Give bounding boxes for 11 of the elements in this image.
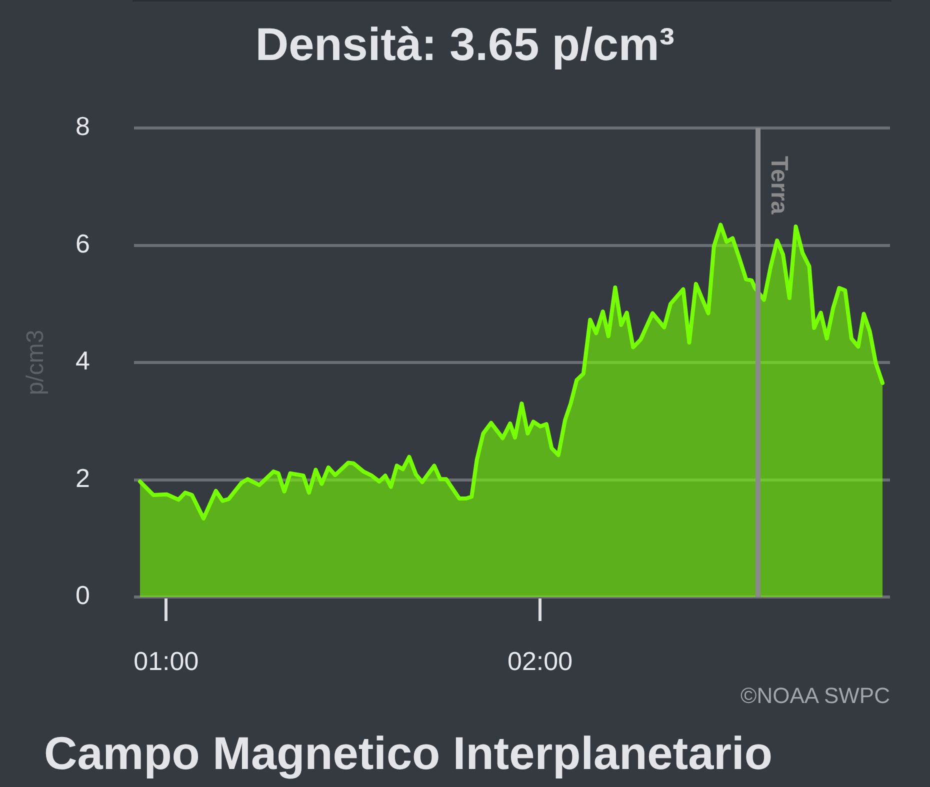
x-tick-label: 01:00 [134, 646, 199, 676]
chart-title: Densità: 3.65 p/cm³ [254, 17, 676, 72]
y-tick-label: 2 [76, 462, 90, 493]
text: Campo Magnetico Interplanetario [44, 726, 772, 780]
y-tick-label: 8 [76, 111, 90, 142]
x-tick-label: 02:00 [508, 646, 573, 676]
y-tick-label: 6 [76, 228, 90, 258]
y-tick-label: 4 [76, 346, 90, 376]
text: ©NOAA SWPC [740, 682, 890, 710]
y-tick-label: 0 [76, 580, 90, 610]
ref-line-label: Terra [765, 156, 792, 215]
